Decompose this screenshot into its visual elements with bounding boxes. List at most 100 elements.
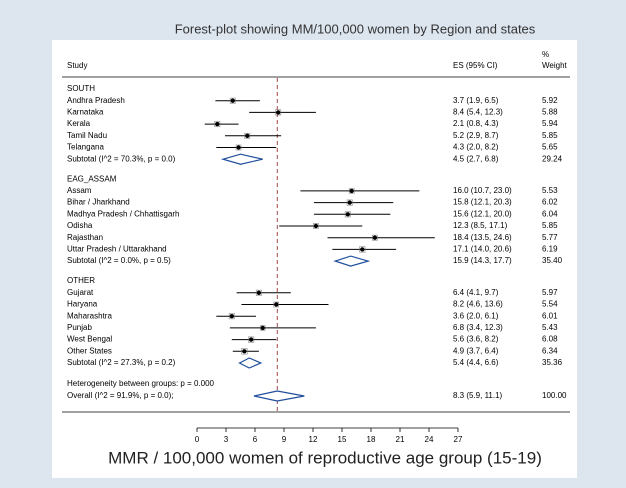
ci-label: 18.4 (13.5, 24.6)	[453, 233, 512, 242]
x-tick-label: 24	[425, 435, 434, 444]
ci-label: 4.3 (2.0, 8.2)	[453, 143, 499, 152]
point-estimate	[230, 98, 235, 103]
x-tick-label: 6	[253, 435, 258, 444]
row-label: Bihar / Jharkhand	[67, 198, 130, 207]
study-header: Study	[67, 61, 87, 70]
x-tick-label: 15	[338, 435, 347, 444]
pooled-diamond	[253, 390, 305, 402]
row-label: Karnataka	[67, 108, 104, 117]
weight-label: 5.97	[542, 288, 558, 297]
row-label: Odisha	[67, 221, 93, 230]
row-label: Madhya Pradesh / Chhattisgarh	[67, 209, 180, 218]
ci-label: 6.4 (4.1, 9.7)	[453, 288, 499, 297]
pooled-diamond	[220, 153, 263, 165]
point-estimate	[260, 325, 265, 331]
x-tick-label: 21	[396, 435, 405, 444]
weight-box	[235, 144, 242, 151]
weight-box	[241, 348, 248, 355]
weight-label: 100.00	[542, 391, 567, 400]
weight-box	[214, 121, 221, 128]
weight-label: 6.08	[542, 335, 558, 344]
weight-box	[244, 132, 251, 139]
point-estimate	[276, 110, 281, 115]
row-label: Maharashtra	[67, 311, 112, 320]
row-label: Subtotal (I^2 = 70.3%, p = 0.0)	[67, 154, 176, 163]
group-label: OTHER	[67, 276, 95, 285]
weight-label: 5.92	[542, 96, 558, 105]
row-label: Tamil Nadu	[67, 131, 107, 140]
ci-label: 16.0 (10.7, 23.0)	[453, 186, 512, 195]
point-estimate	[360, 247, 365, 252]
ci-label: 6.8 (3.4, 12.3)	[453, 323, 503, 332]
ci-label: 17.1 (14.0, 20.6)	[453, 245, 512, 254]
weight-label: 6.01	[542, 311, 558, 320]
ci-label: 2.1 (0.8, 4.3)	[453, 119, 499, 128]
point-estimate	[313, 223, 319, 229]
row-label: Telangana	[67, 143, 104, 152]
weight-label: 5.77	[542, 233, 558, 242]
x-tick-label: 18	[367, 435, 376, 444]
ci-label: 15.6 (12.1, 20.0)	[453, 209, 512, 218]
weight-header: Weight	[542, 61, 568, 70]
weight-label: 5.53	[542, 186, 558, 195]
weight-label: 6.02	[542, 198, 558, 207]
weight-box	[372, 234, 378, 241]
row-label: Uttar Pradesh / Uttarakhand	[67, 245, 167, 254]
weight-label: 5.85	[542, 131, 558, 140]
ci-label: 3.6 (2.0, 6.1)	[453, 311, 499, 320]
ci-label: 5.2 (2.9, 8.7)	[453, 131, 499, 140]
row-label: Subtotal (I^2 = 27.3%, p = 0.2)	[67, 358, 176, 367]
weight-box	[248, 336, 255, 343]
row-label: Haryana	[67, 300, 98, 309]
weight-box	[344, 211, 351, 218]
x-tick-label: 27	[454, 435, 463, 444]
group-label: SOUTH	[67, 84, 95, 93]
weight-label: 5.88	[542, 108, 558, 117]
point-estimate	[245, 133, 250, 138]
weight-label: 35.36	[542, 358, 563, 367]
x-tick-label: 12	[309, 435, 318, 444]
point-estimate	[229, 314, 234, 319]
weight-label: 5.85	[542, 221, 558, 230]
point-estimate	[215, 121, 220, 127]
pooled-diamond	[333, 255, 371, 267]
ci-label: 8.3 (5.9, 11.1)	[453, 391, 503, 400]
row-label: Kerala	[67, 119, 91, 128]
weight-box	[260, 325, 266, 331]
point-estimate	[347, 200, 352, 205]
ci-label: 5.6 (3.6, 8.2)	[453, 335, 499, 344]
row-label: Andhra Pradesh	[67, 96, 125, 105]
point-estimate	[248, 337, 254, 342]
weight-label: 5.94	[542, 119, 558, 128]
weight-label: 6.34	[542, 346, 558, 355]
point-estimate	[349, 188, 354, 194]
ci-label: 8.4 (5.4, 12.3)	[453, 108, 503, 117]
weight-box	[359, 246, 366, 253]
row-label: Subtotal (I^2 = 0.0%, p = 0.5)	[67, 256, 171, 265]
point-estimate	[236, 145, 241, 150]
row-label: Punjab	[67, 323, 92, 332]
weight-label: 6.04	[542, 209, 558, 218]
weight-box	[228, 313, 235, 320]
ci-label: 8.2 (4.6, 13.6)	[453, 300, 503, 309]
plot-panel	[52, 40, 577, 478]
weight-box	[273, 301, 280, 308]
ci-label: 15.8 (12.1, 20.3)	[453, 198, 512, 207]
x-tick-label: 3	[224, 435, 229, 444]
ci-label: 4.9 (3.7, 6.4)	[453, 346, 499, 355]
group-label: EAG_ASSAM	[67, 174, 117, 183]
ci-label: 4.5 (2.7, 6.8)	[453, 154, 499, 163]
pooled-diamond	[238, 357, 263, 369]
x-tick-label: 0	[195, 435, 200, 444]
point-estimate	[372, 235, 378, 240]
weight-box	[275, 109, 282, 116]
x-tick-label: 9	[282, 435, 287, 444]
weight-box	[229, 97, 236, 104]
weight-label: 5.65	[542, 143, 558, 152]
weight-label: 5.54	[542, 300, 558, 309]
weight-header: %	[542, 50, 549, 59]
es-header: ES (95% CI)	[453, 61, 498, 70]
weight-box	[346, 199, 353, 206]
